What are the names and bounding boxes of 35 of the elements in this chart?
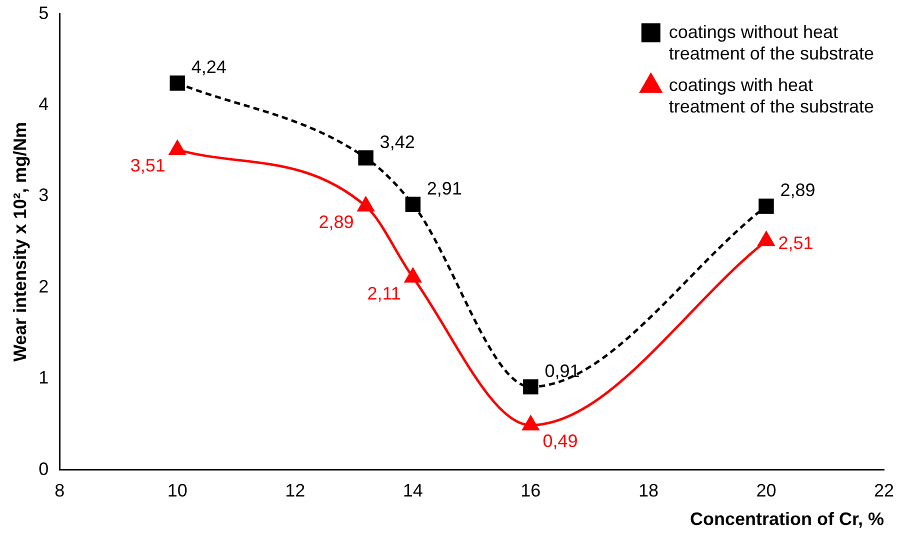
point: [405, 196, 421, 212]
data-label: 3,51: [130, 156, 166, 176]
data-label: 2,89: [318, 212, 354, 232]
legend-label: coatings without heat treatment of the substrate: [668, 22, 874, 64]
data-label: 2,11: [367, 283, 401, 304]
x-tick-label: 20: [756, 480, 776, 501]
x-axis-title: Concentration of Cr, %: [690, 509, 884, 530]
y-tick-label: 3: [38, 185, 49, 206]
y-tick-label: 5: [38, 2, 49, 23]
y-tick-label: 4: [38, 94, 49, 114]
data-label: 2,51: [778, 232, 814, 253]
x-tick-label: 22: [874, 480, 894, 501]
y-axis-title: Wear intensity x 10², mg/Nm: [10, 122, 30, 362]
y-tick-label: 2: [38, 276, 49, 296]
data-label: 2,91: [426, 178, 462, 198]
x-tick-label: 8: [54, 480, 65, 501]
x-tick-label: 10: [167, 480, 188, 501]
point: [522, 416, 539, 430]
point: [758, 198, 774, 214]
point: [170, 76, 185, 91]
data-label: 2,89: [780, 180, 816, 200]
y-tick-label: 0: [38, 458, 49, 479]
x-tick-label: 14: [402, 480, 423, 501]
legend-label: coatings with heat treatment of the substrate: [668, 74, 874, 117]
data-label: 0,91: [544, 360, 580, 381]
x-tick-label: 16: [520, 480, 541, 501]
point: [358, 150, 374, 166]
x-tick-label: 18: [638, 480, 658, 501]
point: [758, 232, 774, 246]
point: [404, 268, 422, 283]
x-tick-label: 12: [285, 480, 306, 501]
y-tick-label: 1: [38, 368, 49, 388]
data-label: 3,42: [380, 132, 415, 152]
data-label: 0,49: [542, 431, 578, 452]
data-label: 4,24: [191, 57, 226, 78]
